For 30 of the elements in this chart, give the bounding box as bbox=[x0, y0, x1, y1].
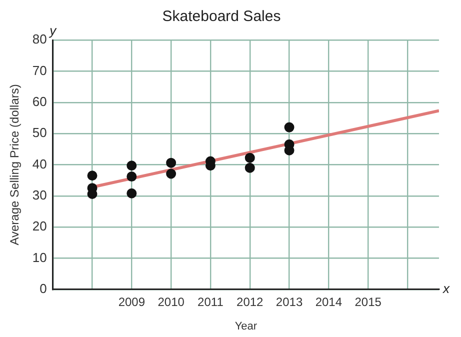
y-tick-label: 20 bbox=[32, 218, 47, 234]
text: y bbox=[48, 23, 58, 38]
point bbox=[126, 172, 137, 182]
x-axis-title: Year bbox=[234, 320, 258, 332]
y-tick-label: 80 bbox=[32, 32, 47, 47]
x-tick-label: 2014 bbox=[315, 294, 342, 309]
y-tick-label: 50 bbox=[32, 125, 47, 140]
chart-title: Skateboard Sales bbox=[162, 8, 281, 26]
point bbox=[244, 162, 255, 173]
x-tick-label: 2011 bbox=[198, 294, 224, 309]
point bbox=[126, 188, 137, 198]
x-tick-label: 2012 bbox=[236, 294, 264, 309]
point bbox=[126, 160, 137, 171]
x-tick-label: 2013 bbox=[276, 294, 303, 309]
point bbox=[166, 168, 176, 179]
y-tick-label: 70 bbox=[32, 62, 47, 78]
y-tick-label: 60 bbox=[32, 94, 47, 109]
y-tick-label: 0 bbox=[40, 280, 47, 296]
x-tick-label: 2009 bbox=[118, 294, 146, 309]
y-tick-label: 30 bbox=[32, 187, 47, 202]
point bbox=[87, 170, 98, 181]
x-tick-label: 2010 bbox=[158, 294, 185, 309]
x-tick-label: 2015 bbox=[354, 294, 382, 309]
text: x bbox=[442, 281, 450, 296]
y-tick-label: 10 bbox=[32, 250, 47, 265]
point bbox=[244, 152, 255, 163]
y-tick-label: 40 bbox=[32, 156, 47, 172]
y-axis-title: Average Selling Price (dollars) bbox=[8, 84, 22, 246]
point bbox=[166, 158, 176, 168]
point bbox=[284, 122, 294, 132]
